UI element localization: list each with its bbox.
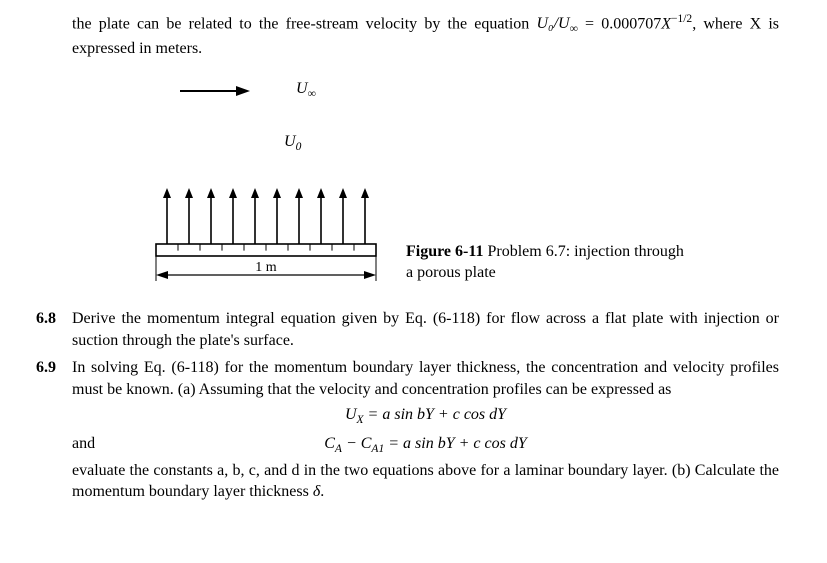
porous-plate-figure: 1 m xyxy=(146,170,386,290)
intro-line1-before: the plate can be related to the free-str… xyxy=(72,15,536,32)
p69-and: and xyxy=(72,433,108,455)
intro-equals: = xyxy=(578,15,601,32)
intro-para: the plate can be related to the free-str… xyxy=(36,12,779,60)
u-inf-label: U∞ xyxy=(296,80,316,97)
p69-eq2-row: and CA − CA1 = a sin bY + c cos dY xyxy=(72,433,779,458)
intro-exp: −1/2 xyxy=(671,13,692,25)
problem-num-68: 6.8 xyxy=(36,308,72,330)
intro-xvar: X xyxy=(661,15,671,32)
problem-num-69: 6.9 xyxy=(36,357,72,379)
problem-6-9: 6.9 In solving Eq. (6-118) for the momen… xyxy=(36,357,779,503)
problem-body-69: In solving Eq. (6-118) for the momentum … xyxy=(72,357,779,503)
problem-6-8: 6.8 Derive the momentum integral equatio… xyxy=(36,308,779,351)
figure-caption-bold: Figure 6-11 xyxy=(406,243,483,260)
p69-eq1: UX = a sin bY + c cos dY xyxy=(72,404,779,429)
u0-label: U0 xyxy=(36,131,779,156)
p69-text-b: evaluate the constants a, b, c, and d in… xyxy=(72,460,779,503)
intro-inf: ∞ xyxy=(570,24,578,36)
intro-eq: U₀/U xyxy=(536,15,569,32)
u-inf-arrow-svg xyxy=(172,81,292,101)
p69-eq2: CA − CA1 = a sin bY + c cos dY xyxy=(108,433,779,458)
figure-caption: Figure 6-11 Problem 6.7: injection throu… xyxy=(406,241,686,290)
svg-text:1 m: 1 m xyxy=(255,260,277,275)
intro-const: 0.000707 xyxy=(601,15,661,32)
p69-text-a: In solving Eq. (6-118) for the momentum … xyxy=(72,357,779,400)
problem-body-68: Derive the momentum integral equation gi… xyxy=(72,308,779,351)
u-inf-arrow: U∞ xyxy=(36,78,779,108)
